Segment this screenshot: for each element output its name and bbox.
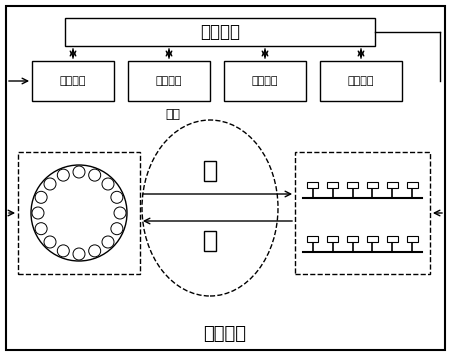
Text: 机床刀库: 机床刀库 bbox=[60, 76, 86, 86]
Bar bbox=[308, 182, 318, 188]
Bar bbox=[407, 182, 418, 188]
Bar bbox=[32, 61, 114, 101]
Bar bbox=[407, 236, 418, 242]
Bar bbox=[65, 18, 375, 46]
Text: 机床刀库: 机床刀库 bbox=[348, 76, 374, 86]
Bar bbox=[320, 61, 402, 101]
Ellipse shape bbox=[142, 120, 278, 296]
Bar bbox=[204, 161, 216, 181]
Bar bbox=[308, 236, 318, 242]
Text: 机床刀库: 机床刀库 bbox=[252, 76, 278, 86]
Text: 加工单元: 加工单元 bbox=[203, 325, 247, 343]
Text: 换刀: 换刀 bbox=[165, 108, 180, 120]
Bar bbox=[128, 61, 210, 101]
Bar bbox=[295, 152, 430, 274]
Bar bbox=[367, 182, 378, 188]
Bar bbox=[347, 182, 358, 188]
Bar bbox=[204, 231, 216, 251]
Bar bbox=[387, 182, 398, 188]
Bar bbox=[367, 236, 378, 242]
Bar bbox=[224, 61, 306, 101]
Bar bbox=[347, 236, 358, 242]
Bar bbox=[387, 236, 398, 242]
Text: 机床刀库: 机床刀库 bbox=[156, 76, 182, 86]
Bar bbox=[327, 236, 338, 242]
Bar bbox=[18, 152, 140, 274]
Bar bbox=[327, 182, 338, 188]
Text: 中央刀库: 中央刀库 bbox=[200, 23, 240, 41]
